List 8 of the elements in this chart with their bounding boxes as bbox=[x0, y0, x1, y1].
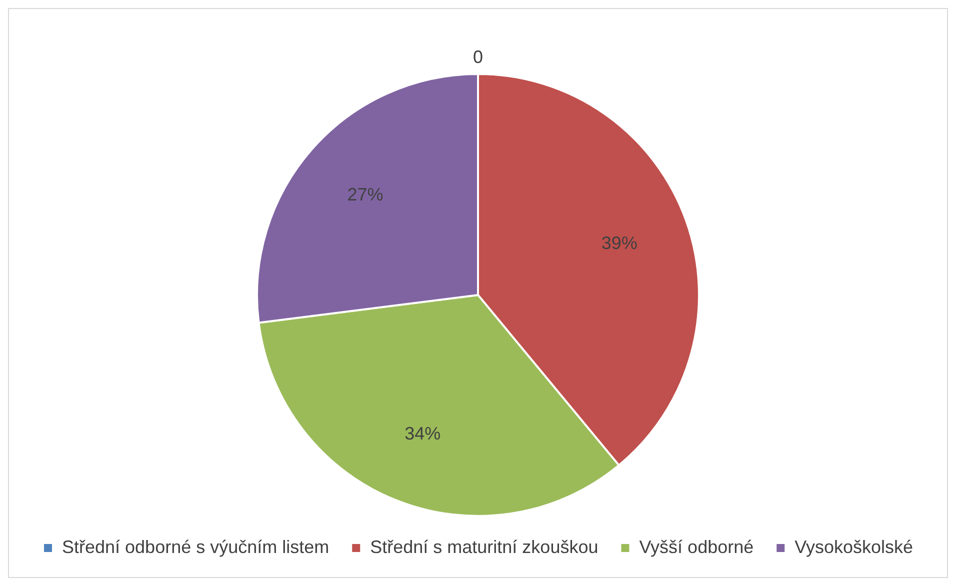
data-label: 34% bbox=[404, 424, 441, 444]
legend-label: Střední s maturitní zkouškou bbox=[370, 536, 598, 557]
text: 0 bbox=[472, 46, 484, 67]
legend-label: Vysokoškolské bbox=[794, 536, 914, 557]
legend-label: Střední odborné s výučním listem bbox=[62, 536, 330, 557]
data-label: 39% bbox=[601, 233, 638, 254]
data-label: 27% bbox=[347, 184, 384, 205]
legend-label: Vyšší odborné bbox=[639, 536, 754, 557]
